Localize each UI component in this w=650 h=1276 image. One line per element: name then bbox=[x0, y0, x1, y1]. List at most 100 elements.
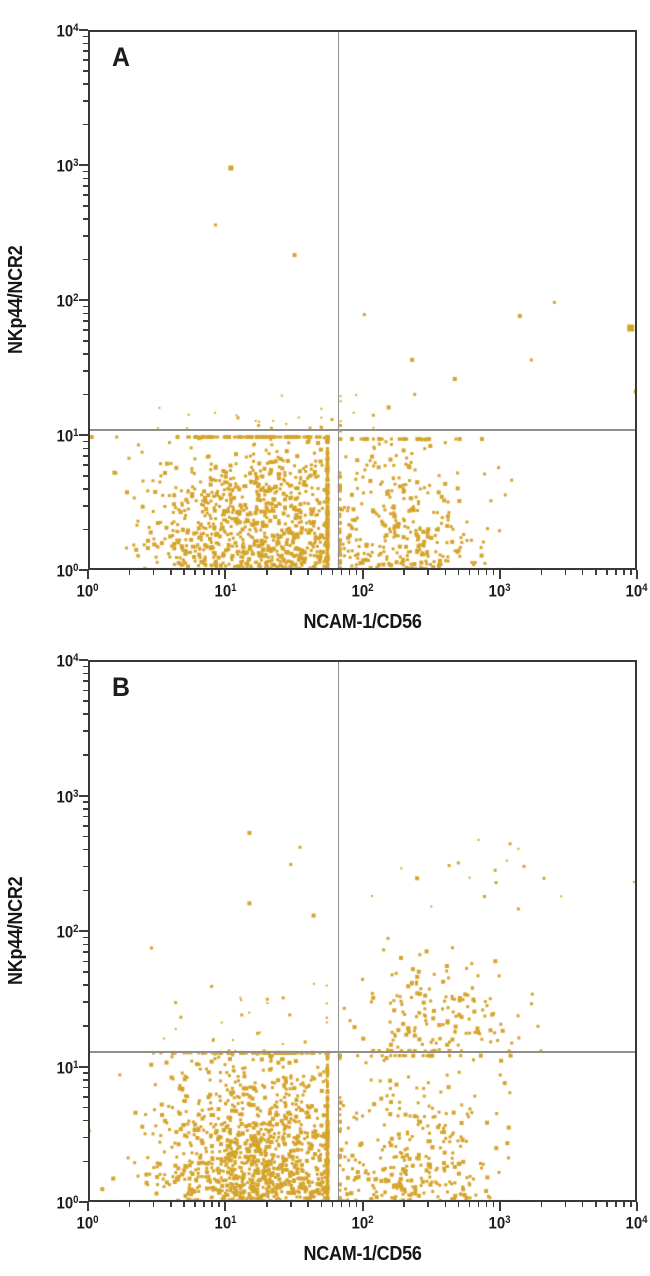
y-axis-tick-label: 101 bbox=[56, 1058, 79, 1078]
x-minor-tick bbox=[477, 570, 480, 575]
x-minor-tick bbox=[194, 570, 196, 575]
x-minor-tick bbox=[355, 1202, 358, 1207]
y-minor-tick bbox=[83, 943, 88, 946]
x-minor-tick bbox=[615, 1202, 617, 1207]
y-minor-tick bbox=[83, 505, 88, 507]
x-minor-tick bbox=[266, 1202, 268, 1207]
x-minor-tick bbox=[477, 1202, 480, 1207]
x-minor-tick bbox=[211, 570, 213, 575]
x-minor-tick bbox=[211, 1202, 213, 1207]
x-minor-tick bbox=[492, 570, 495, 575]
y-minor-tick bbox=[83, 329, 88, 331]
y-minor-tick bbox=[83, 83, 88, 85]
x-minor-tick bbox=[203, 1202, 205, 1207]
x-minor-tick bbox=[266, 570, 268, 575]
panel-a-quadrant-horizontal-line bbox=[88, 429, 637, 431]
panel-a-y-axis-title: NKp44/NCR2 bbox=[5, 245, 27, 355]
x-minor-tick bbox=[427, 1202, 429, 1207]
y-minor-tick bbox=[83, 447, 88, 450]
x-minor-tick bbox=[320, 1202, 323, 1207]
x-minor-tick bbox=[457, 1202, 460, 1207]
x-minor-tick bbox=[403, 1202, 405, 1207]
x-axis-tick-label: 103 bbox=[488, 581, 511, 601]
y-axis-tick-label: 103 bbox=[56, 156, 79, 176]
x-major-tick bbox=[224, 1202, 227, 1211]
y-minor-tick bbox=[83, 1160, 88, 1163]
x-major-tick bbox=[361, 570, 364, 579]
x-minor-tick bbox=[307, 570, 309, 575]
x-minor-tick bbox=[623, 1202, 625, 1207]
panel-b-quadrant-vertical-line bbox=[337, 660, 340, 1202]
y-minor-tick bbox=[83, 464, 88, 466]
y-minor-tick bbox=[83, 488, 88, 490]
y-axis-tick-label: 104 bbox=[56, 651, 79, 671]
y-minor-tick bbox=[83, 35, 88, 38]
x-minor-tick bbox=[348, 570, 351, 575]
y-minor-tick bbox=[83, 305, 88, 308]
x-minor-tick bbox=[615, 570, 617, 575]
x-minor-tick bbox=[595, 570, 597, 575]
x-minor-tick bbox=[170, 570, 172, 575]
x-minor-tick bbox=[348, 1202, 351, 1207]
panel-b-quadrant-horizontal-line bbox=[88, 1051, 637, 1053]
y-minor-tick bbox=[83, 100, 88, 102]
x-minor-tick bbox=[331, 570, 334, 575]
y-major-tick bbox=[79, 659, 88, 661]
x-minor-tick bbox=[468, 570, 471, 575]
x-axis-tick-label: 101 bbox=[214, 581, 237, 601]
y-axis-tick-label: 100 bbox=[56, 1193, 79, 1213]
x-minor-tick bbox=[606, 570, 608, 575]
x-axis-tick-label: 104 bbox=[625, 1213, 649, 1233]
y-minor-tick bbox=[83, 984, 88, 986]
x-minor-tick bbox=[320, 570, 323, 575]
x-minor-tick bbox=[307, 1202, 309, 1207]
y-major-tick bbox=[79, 29, 88, 31]
panel-a-x-axis-title: NCAM-1/CD56 bbox=[303, 611, 422, 633]
y-minor-tick bbox=[83, 1079, 88, 1081]
x-minor-tick bbox=[194, 1202, 196, 1207]
x-axis-tick-label: 100 bbox=[76, 1213, 100, 1233]
x-major-tick bbox=[87, 570, 89, 579]
y-minor-tick bbox=[83, 1096, 88, 1098]
y-minor-tick bbox=[83, 1106, 88, 1109]
y-minor-tick bbox=[83, 59, 88, 61]
x-major-tick bbox=[224, 570, 227, 579]
y-minor-tick bbox=[83, 320, 88, 322]
y-minor-tick bbox=[83, 1086, 88, 1089]
x-minor-tick bbox=[540, 570, 543, 575]
panel-b-y-axis-title: NKp44/NCR2 bbox=[5, 876, 27, 986]
x-minor-tick bbox=[203, 570, 205, 575]
panel-b-scatter-canvas bbox=[88, 660, 637, 1202]
panel-b-letter: B bbox=[112, 672, 130, 702]
y-minor-tick bbox=[83, 700, 88, 702]
x-minor-tick bbox=[340, 1202, 343, 1207]
y-minor-tick bbox=[83, 258, 88, 261]
x-minor-tick bbox=[457, 570, 460, 575]
y-minor-tick bbox=[83, 205, 88, 207]
y-minor-tick bbox=[83, 960, 88, 963]
y-minor-tick bbox=[83, 848, 88, 851]
y-minor-tick bbox=[83, 440, 88, 443]
y-minor-tick bbox=[83, 1072, 88, 1074]
y-minor-tick bbox=[83, 713, 88, 715]
y-minor-tick bbox=[83, 393, 88, 396]
y-axis-tick-label: 100 bbox=[56, 561, 79, 581]
y-major-tick bbox=[79, 794, 88, 797]
x-minor-tick bbox=[630, 570, 632, 575]
y-minor-tick bbox=[83, 754, 88, 756]
x-minor-tick bbox=[485, 1202, 488, 1207]
x-minor-tick bbox=[218, 570, 220, 575]
x-minor-tick bbox=[170, 1202, 172, 1207]
x-minor-tick bbox=[485, 570, 488, 575]
y-axis-tick-label: 104 bbox=[56, 21, 79, 41]
x-minor-tick bbox=[468, 1202, 471, 1207]
y-minor-tick bbox=[83, 889, 88, 892]
y-minor-tick bbox=[83, 1025, 88, 1027]
y-minor-tick bbox=[83, 835, 88, 838]
y-minor-tick bbox=[83, 475, 88, 477]
y-minor-tick bbox=[83, 185, 88, 187]
y-major-tick bbox=[79, 1065, 88, 1068]
x-major-tick bbox=[361, 1202, 364, 1211]
